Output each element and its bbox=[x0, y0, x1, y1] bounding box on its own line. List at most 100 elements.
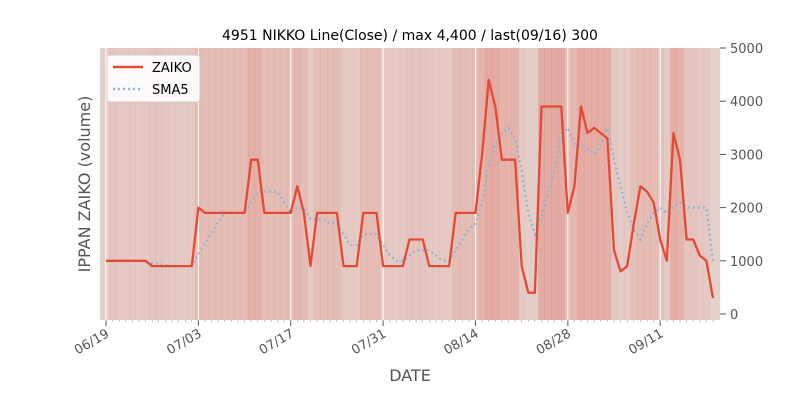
background-band bbox=[643, 48, 651, 320]
background-band bbox=[360, 48, 367, 320]
y-tick-label: 5000 bbox=[730, 42, 763, 57]
background-band bbox=[261, 48, 268, 320]
background-band bbox=[135, 48, 143, 320]
y-tick-label: 0 bbox=[730, 308, 738, 323]
y-tick-label: 4000 bbox=[730, 95, 763, 110]
background-band bbox=[254, 48, 262, 320]
background-band bbox=[703, 48, 711, 320]
background-band bbox=[465, 48, 473, 320]
series-line-sma5 bbox=[106, 124, 715, 268]
background-band bbox=[267, 48, 275, 320]
series-line-zaiko bbox=[106, 78, 715, 299]
background-band bbox=[300, 48, 308, 320]
background-band bbox=[148, 48, 156, 320]
background-band bbox=[663, 48, 671, 320]
background-band bbox=[544, 48, 552, 320]
background-band bbox=[247, 48, 255, 320]
background-band bbox=[115, 48, 123, 320]
background-band bbox=[175, 48, 183, 320]
x-axis-label: DATE bbox=[389, 366, 431, 385]
background-band bbox=[511, 48, 519, 320]
background-band bbox=[142, 48, 150, 320]
background-band bbox=[320, 48, 328, 320]
background-band bbox=[333, 48, 341, 320]
x-tick-label: 07/31 bbox=[349, 326, 389, 358]
background-band bbox=[234, 48, 242, 320]
background-band bbox=[241, 48, 249, 320]
background-band bbox=[557, 48, 565, 320]
background-band bbox=[214, 48, 222, 320]
background-band bbox=[478, 48, 486, 320]
background-band bbox=[637, 48, 645, 320]
background-band bbox=[280, 48, 288, 320]
background-band bbox=[577, 48, 585, 320]
background-band bbox=[584, 48, 592, 320]
background-band bbox=[439, 48, 447, 320]
background-band bbox=[425, 48, 433, 320]
plot-background bbox=[100, 48, 720, 320]
background-band bbox=[221, 48, 229, 320]
background-band bbox=[689, 48, 697, 320]
background-band bbox=[696, 48, 704, 320]
background-band bbox=[617, 48, 625, 320]
background-band bbox=[485, 48, 493, 320]
background-band bbox=[129, 48, 136, 320]
background-band bbox=[630, 48, 638, 320]
background-band bbox=[122, 48, 130, 320]
background-band bbox=[313, 48, 321, 320]
legend-label-zaiko: ZAIKO bbox=[152, 61, 192, 76]
background-band bbox=[505, 48, 513, 320]
background-band bbox=[518, 48, 526, 320]
background-band bbox=[498, 48, 506, 320]
background-band bbox=[399, 48, 407, 320]
y-axis-ticks: 0 1000 2000 3000 4000 5000 bbox=[720, 42, 763, 323]
background-band bbox=[412, 48, 420, 320]
background-band bbox=[524, 48, 532, 320]
background-band bbox=[353, 48, 361, 320]
background-band bbox=[445, 48, 453, 320]
background-band bbox=[650, 48, 658, 320]
y-tick-label: 2000 bbox=[730, 202, 763, 217]
background-band bbox=[366, 48, 374, 320]
background-band bbox=[274, 48, 282, 320]
background-band bbox=[162, 48, 169, 320]
background-band bbox=[452, 48, 460, 320]
y-tick-label: 3000 bbox=[730, 148, 763, 163]
background-band bbox=[155, 48, 163, 320]
series-lines bbox=[106, 78, 715, 299]
x-tick-label: 06/19 bbox=[72, 326, 112, 358]
background-band bbox=[307, 48, 315, 320]
background-band bbox=[676, 48, 684, 320]
legend-label-sma5: SMA5 bbox=[152, 83, 189, 98]
y-axis-label: IPPAN ZAIKO (volume) bbox=[75, 96, 94, 273]
background-band bbox=[201, 48, 209, 320]
background-band bbox=[346, 48, 354, 320]
y-tick-label: 1000 bbox=[730, 255, 763, 270]
background-band bbox=[590, 48, 598, 320]
background-band bbox=[373, 48, 381, 320]
background-band bbox=[683, 48, 691, 320]
plot-area: 06/19 07/03 07/17 07/31 08/14 08/28 09/11 0 100… bbox=[72, 42, 763, 358]
background-band bbox=[432, 48, 440, 320]
background-band bbox=[393, 48, 400, 320]
background-band bbox=[538, 48, 546, 320]
background-band bbox=[109, 48, 117, 320]
grid-lines bbox=[105, 48, 661, 320]
background-band bbox=[386, 48, 394, 320]
background-band bbox=[181, 48, 189, 320]
background-band bbox=[188, 48, 196, 320]
background-band bbox=[604, 48, 612, 320]
background-band bbox=[340, 48, 348, 320]
x-axis-ticks: 06/19 07/03 07/17 07/31 08/14 08/28 09/11 bbox=[72, 320, 714, 358]
x-tick-label: 08/14 bbox=[442, 326, 482, 358]
x-tick-label: 09/11 bbox=[626, 326, 666, 358]
background-band bbox=[100, 48, 110, 320]
background-band bbox=[597, 48, 605, 320]
background-band bbox=[551, 48, 559, 320]
background-band bbox=[228, 48, 235, 320]
background-band bbox=[491, 48, 499, 320]
x-tick-label: 08/28 bbox=[534, 326, 574, 358]
background-band bbox=[168, 48, 176, 320]
background-band bbox=[458, 48, 466, 320]
